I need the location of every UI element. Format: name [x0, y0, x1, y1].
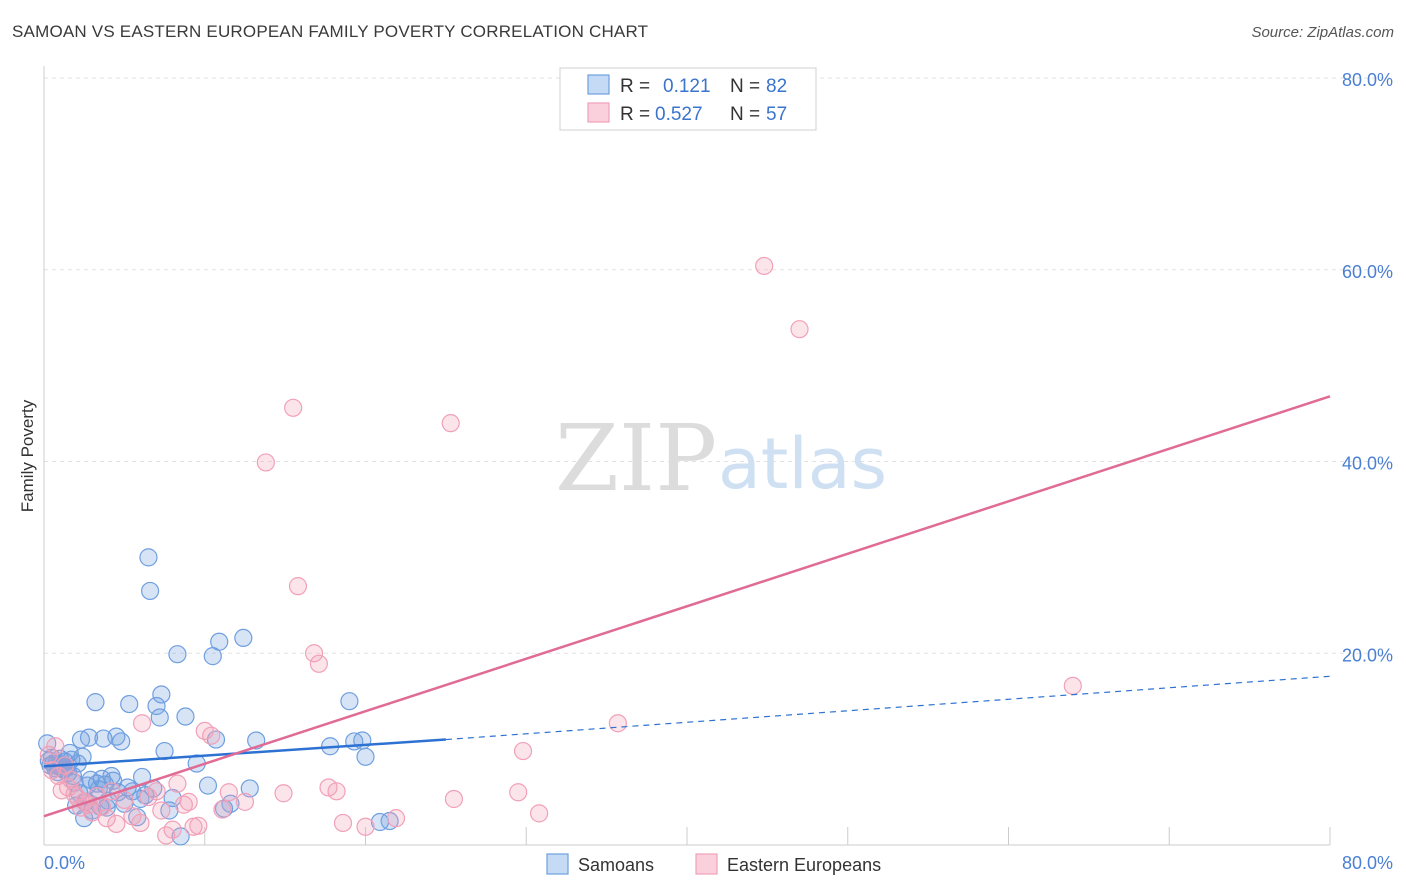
- legend-bottom-label-samoans: Samoans: [578, 855, 654, 875]
- legend-r-value-samoans: 0.121: [663, 76, 711, 97]
- grid-lines: [44, 77, 1390, 654]
- y-tick-label-20: 20.0%: [1342, 645, 1393, 665]
- eastern-point: [152, 801, 171, 820]
- eastern-point: [444, 789, 464, 809]
- samoan-point: [198, 776, 218, 795]
- eastern-point: [235, 792, 255, 811]
- y-tick-label-40: 40.0%: [1342, 454, 1393, 474]
- samoan-point: [234, 628, 253, 648]
- eastern-point: [327, 782, 346, 801]
- legend-swatch-samoans: [587, 74, 610, 95]
- samoan-point: [168, 645, 187, 664]
- samoan-point: [112, 732, 131, 751]
- legend-n-label-samoans: N =: [730, 76, 760, 97]
- eastern-point: [356, 817, 375, 836]
- eastern-point: [179, 792, 198, 811]
- eastern-point: [1063, 676, 1082, 695]
- legend-n-value-eastern: 57: [766, 104, 787, 125]
- legend-n-label-eastern: N =: [730, 104, 760, 125]
- eastern-point: [441, 414, 460, 433]
- eastern-point: [219, 783, 238, 802]
- samoan-point: [210, 632, 229, 651]
- eastern-point: [62, 770, 81, 789]
- eastern-point: [790, 320, 809, 339]
- eastern-point: [608, 714, 627, 733]
- eastern-point: [131, 813, 150, 833]
- legend-r-label-eastern: R =: [620, 104, 650, 125]
- eastern-point: [46, 737, 65, 756]
- eastern-point: [168, 774, 187, 793]
- samoan-point: [73, 747, 92, 766]
- eastern-point: [115, 790, 134, 810]
- samoan-point: [240, 779, 259, 798]
- eastern-point: [530, 804, 549, 823]
- eastern-trend-line: [43, 395, 1331, 818]
- eastern-point: [147, 782, 166, 801]
- eastern-point: [256, 453, 275, 472]
- samoan-point: [340, 692, 359, 711]
- x-tick-label-0: 0.0%: [44, 853, 85, 873]
- eastern-point: [755, 256, 774, 276]
- x-tick-label-80: 80.0%: [1342, 853, 1393, 873]
- eastern-point: [333, 813, 353, 833]
- samoan-point: [86, 693, 105, 712]
- y-axis-label: Family Poverty: [18, 399, 37, 512]
- eastern-point: [107, 814, 126, 834]
- samoan-point: [176, 707, 195, 726]
- legend-bottom-swatch-samoans: [546, 853, 569, 875]
- legend-bottom-swatch-eastern: [695, 853, 718, 875]
- eastern-point: [202, 726, 221, 745]
- legend-r-label-samoans: R =: [620, 76, 650, 97]
- axes: 20.0% 40.0% 60.0% 80.0% 0.0% 80.0%: [43, 66, 1393, 873]
- eastern-point: [284, 398, 303, 417]
- chart-title: SAMOAN VS EASTERN EUROPEAN FAMILY POVERT…: [12, 22, 649, 41]
- samoan-point: [152, 685, 171, 704]
- eastern-point: [304, 644, 324, 663]
- y-tick-label-60: 60.0%: [1342, 262, 1393, 282]
- eastern-point: [189, 816, 208, 835]
- samoan-point: [150, 708, 169, 727]
- samoan-point: [120, 694, 139, 714]
- samoan-point: [356, 747, 375, 766]
- legend-swatch-eastern: [587, 102, 610, 123]
- trend-lines: [43, 395, 1331, 818]
- legend-top: R = 0.121 N = 82 R = 0.527 N = 57: [559, 67, 817, 131]
- eastern-point: [274, 784, 293, 803]
- samoan-point: [140, 581, 160, 601]
- samoans-trend-extension: [445, 675, 1331, 741]
- legend-n-value-samoans: 82: [766, 76, 787, 97]
- y-tick-label-80: 80.0%: [1342, 70, 1393, 90]
- watermark-atlas: atlas: [718, 423, 887, 505]
- samoan-point: [147, 696, 166, 716]
- eastern-point: [288, 577, 308, 596]
- watermark: ZIP atlas: [555, 405, 887, 512]
- chart-source: Source: ZipAtlas.com: [1251, 24, 1394, 41]
- eastern-point: [513, 741, 533, 761]
- eastern-point: [132, 714, 152, 733]
- samoan-point: [79, 728, 99, 747]
- watermark-zip: ZIP: [555, 405, 717, 512]
- eastern-point: [309, 654, 328, 673]
- legend-r-value-eastern: 0.527: [655, 104, 703, 125]
- eastern-point: [213, 800, 232, 819]
- eastern-point: [163, 820, 182, 839]
- legend-bottom-label-eastern: Eastern Europeans: [727, 855, 881, 875]
- legend-bottom: Samoans Eastern Europeans: [546, 853, 881, 875]
- eastern-point: [174, 795, 193, 814]
- eastern-point: [386, 809, 406, 828]
- samoan-point: [139, 548, 158, 567]
- samoans-trend-line: [43, 738, 446, 768]
- eastern-point: [97, 809, 116, 828]
- eastern-point: [509, 783, 528, 802]
